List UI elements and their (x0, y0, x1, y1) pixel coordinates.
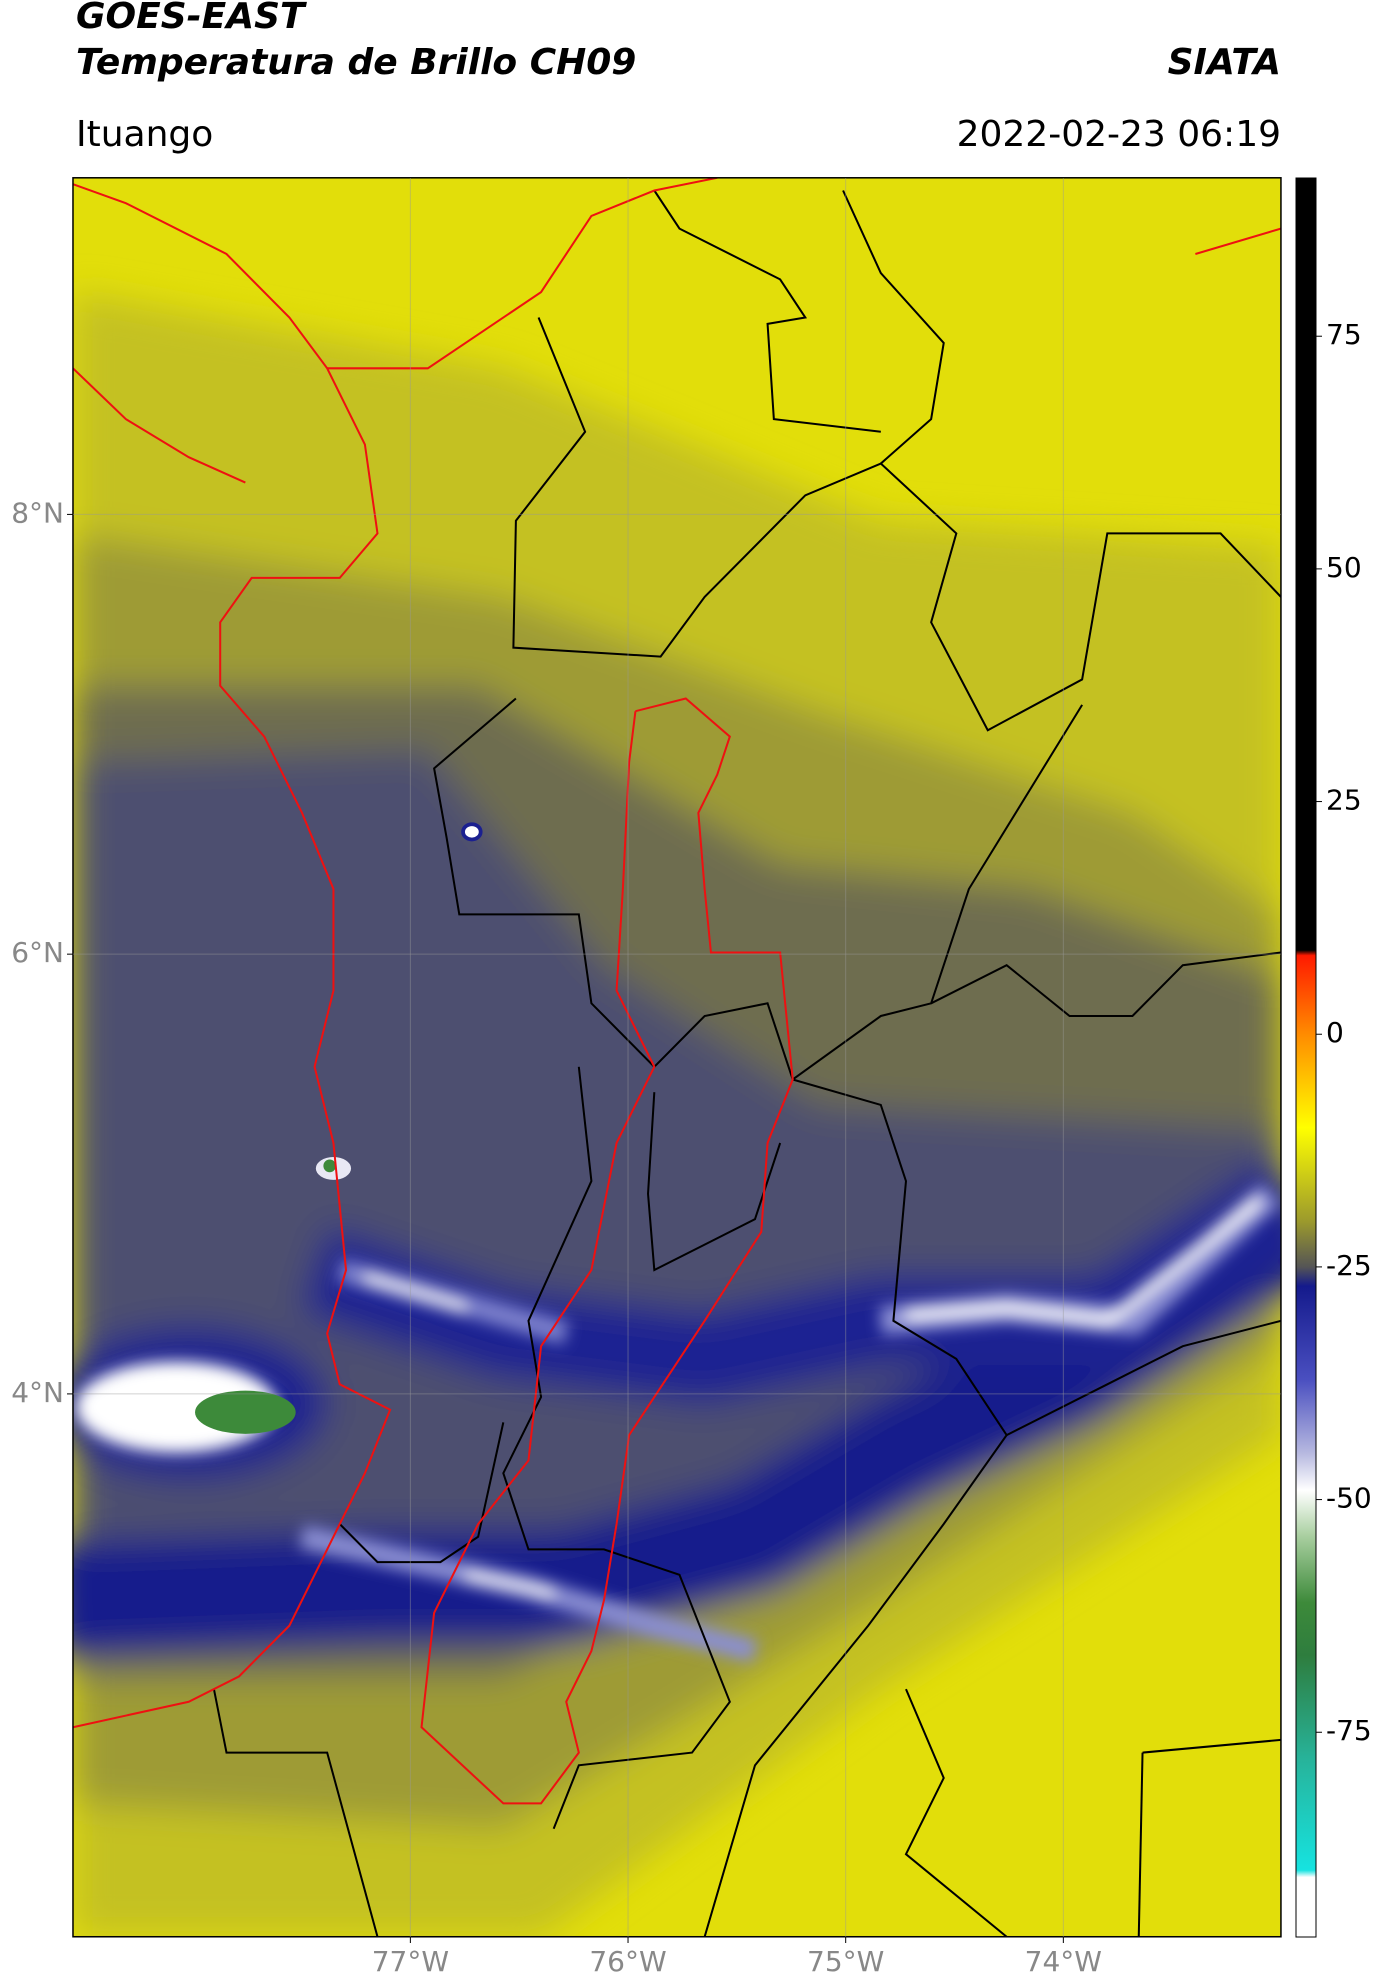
lat-tick-label: 8°N (11, 496, 64, 529)
lat-tick-label: 6°N (11, 936, 64, 969)
location-label: Ituango (76, 114, 213, 155)
colorbar-tick-label: -75 (1326, 1714, 1372, 1747)
lon-tick-label: 75°W (807, 1945, 884, 1978)
colorbar-tick-label: 0 (1326, 1016, 1344, 1049)
lon-tick-label: 77°W (372, 1945, 449, 1978)
colorbar (1295, 177, 1317, 1938)
product-title: Temperatura de Brillo CH09 (76, 42, 636, 83)
satellite-image (72, 177, 1282, 1938)
source-label: SIATA (1168, 42, 1281, 83)
colorbar-tick-label: -50 (1326, 1482, 1372, 1515)
colorbar-tick-label: 75 (1326, 318, 1362, 351)
colorbar-tick-label: 50 (1326, 551, 1362, 584)
lat-tick-label: 4°N (11, 1376, 64, 1409)
lon-tick-label: 76°W (589, 1945, 666, 1978)
satellite-title: GOES-EAST (76, 0, 307, 37)
datetime-label: 2022-02-23 06:19 (957, 114, 1281, 155)
colorbar-tick-label: -25 (1326, 1249, 1372, 1282)
lon-tick-label: 74°W (1025, 1945, 1102, 1978)
colorbar-tick-label: 25 (1326, 784, 1362, 817)
